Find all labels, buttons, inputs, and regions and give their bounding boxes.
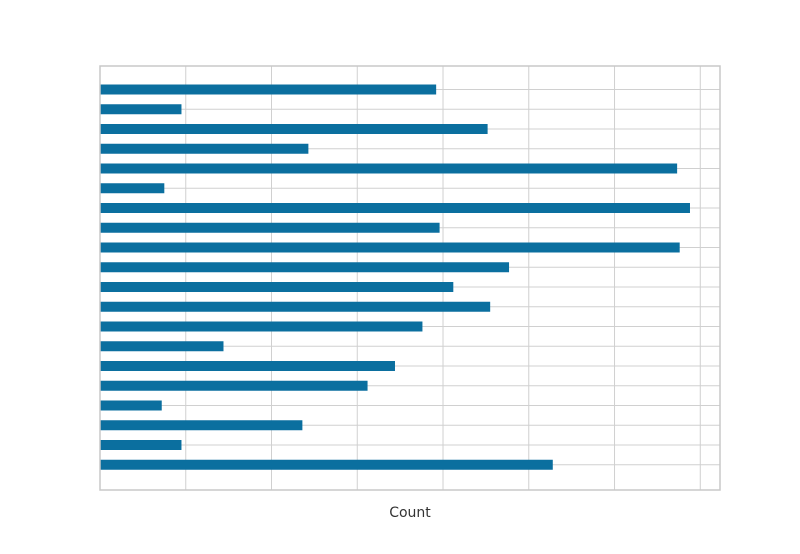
bar — [100, 282, 454, 292]
x-axis-label: Count — [389, 505, 431, 521]
plot-frame — [99, 65, 721, 491]
bar — [100, 459, 553, 470]
bar — [100, 262, 510, 273]
bar — [100, 242, 680, 253]
bar — [100, 124, 488, 134]
bar — [100, 143, 309, 154]
bar — [100, 163, 678, 174]
bar — [100, 203, 690, 213]
bar — [100, 420, 303, 431]
bar — [100, 222, 440, 233]
bar — [100, 321, 423, 332]
bar — [100, 183, 165, 194]
bar — [100, 380, 368, 391]
bar — [100, 84, 437, 95]
bar — [100, 400, 162, 411]
bar — [100, 301, 491, 312]
bar — [100, 440, 182, 450]
bar — [100, 104, 182, 115]
bars-layer — [100, 84, 690, 470]
bar — [100, 341, 224, 352]
bar — [100, 361, 395, 371]
